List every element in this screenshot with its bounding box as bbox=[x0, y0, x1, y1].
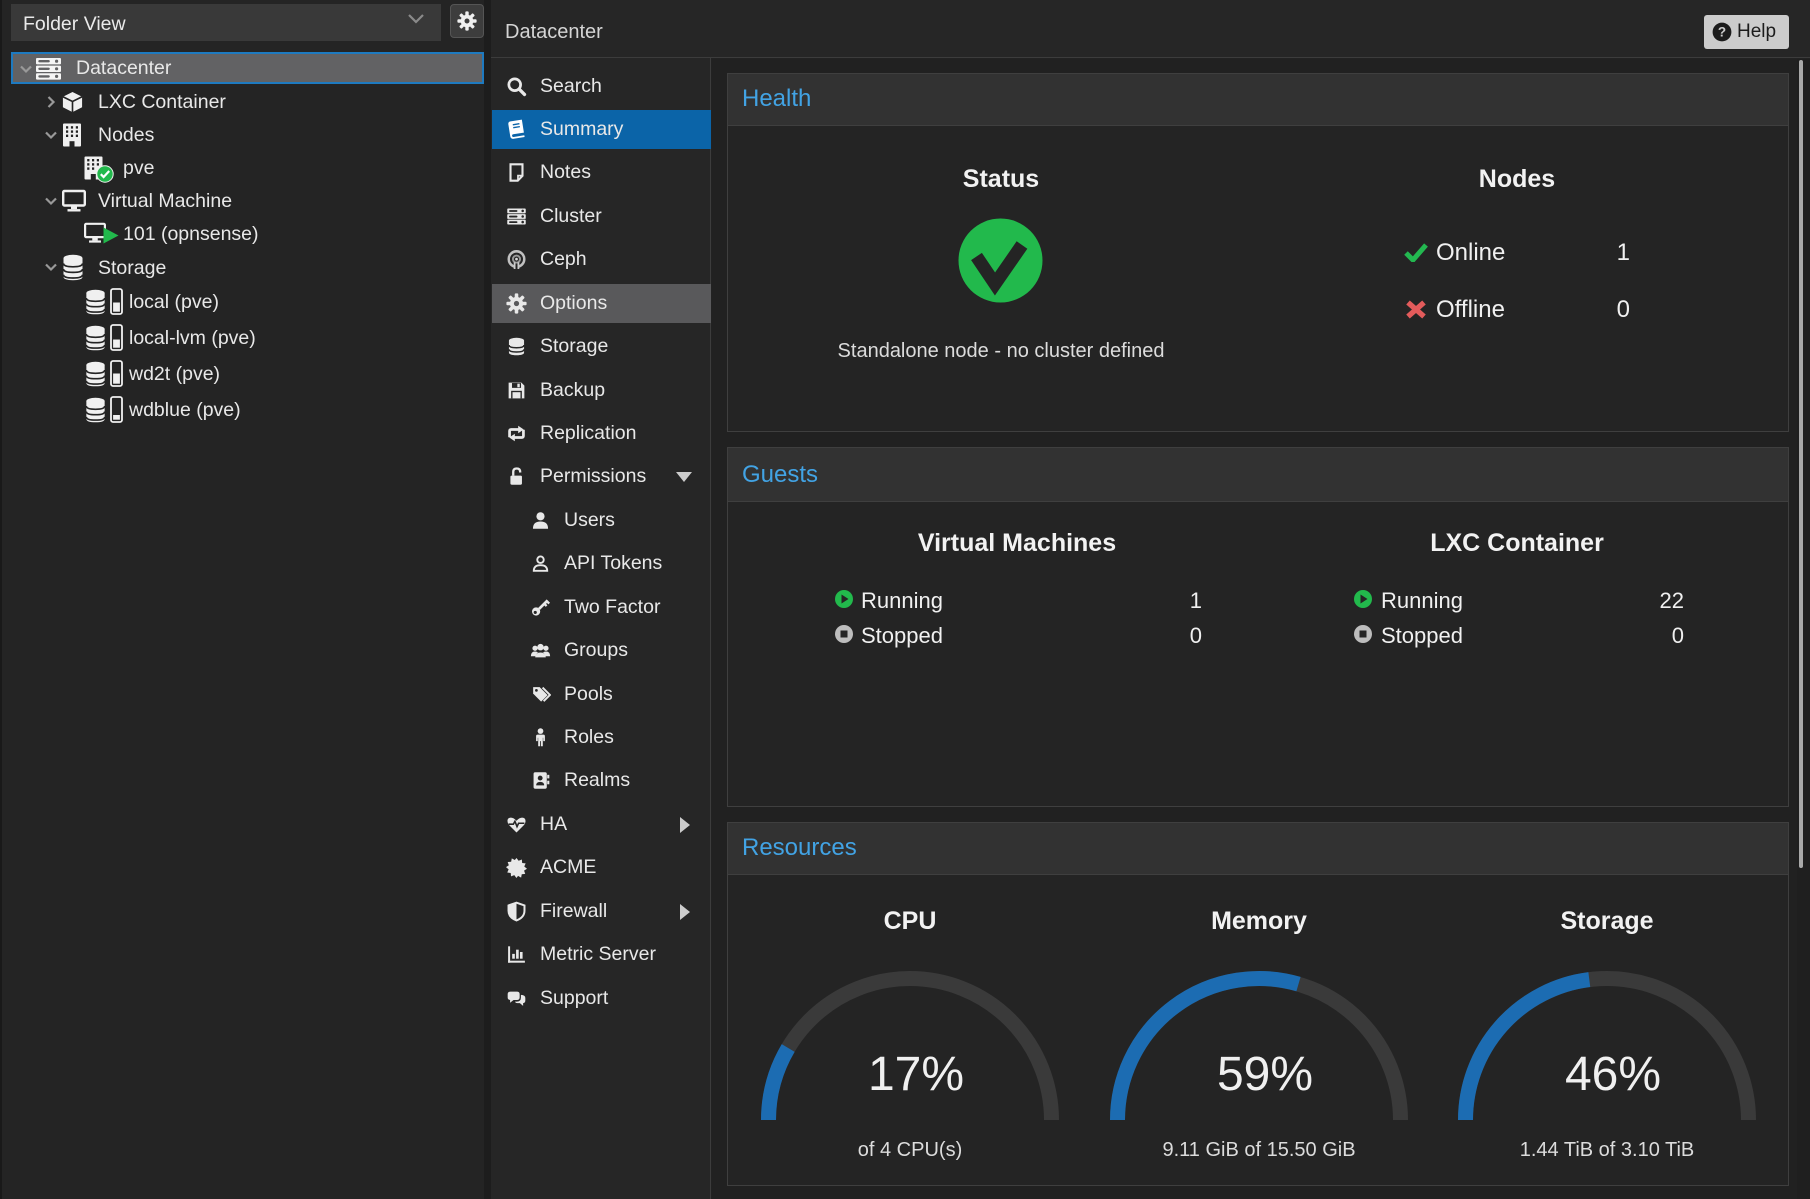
svg-text:?: ? bbox=[1718, 25, 1726, 40]
